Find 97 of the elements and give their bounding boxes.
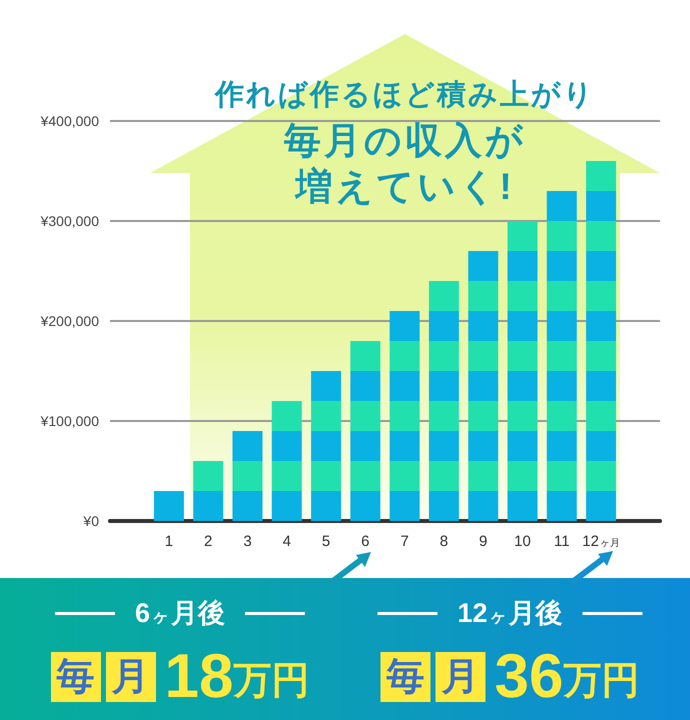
bar <box>508 431 538 461</box>
bar <box>154 491 184 521</box>
x-tick-label: 5 <box>322 533 330 550</box>
bar <box>546 341 577 371</box>
bar <box>390 461 420 491</box>
bar <box>390 341 420 371</box>
x-tick-label: 8 <box>440 533 448 550</box>
bar <box>586 221 616 251</box>
bar <box>311 371 342 401</box>
bar <box>193 461 224 491</box>
bar <box>546 461 577 491</box>
x-tick-label: 1 <box>164 533 174 550</box>
x-tick-label: 6 <box>361 533 370 550</box>
bar <box>586 311 616 341</box>
bar <box>586 281 616 311</box>
bar <box>468 371 498 401</box>
bar <box>232 491 262 521</box>
bar <box>586 461 616 491</box>
bar <box>508 311 538 341</box>
bar <box>428 431 459 461</box>
bar <box>428 461 459 491</box>
bar <box>311 461 342 491</box>
x-tick-label: 11 <box>554 533 570 550</box>
bar <box>468 281 498 311</box>
bar <box>546 371 577 401</box>
bar <box>468 461 498 491</box>
bar <box>508 341 538 371</box>
bar <box>586 371 616 401</box>
bar <box>586 191 616 221</box>
y-tick-label: ¥0 <box>82 513 100 529</box>
bar <box>390 401 420 431</box>
bar <box>468 251 498 281</box>
bar <box>546 221 577 251</box>
bar <box>586 251 616 281</box>
chart-title: 作れば作るほど積み上がり <box>213 78 596 112</box>
bar <box>586 161 616 191</box>
bar <box>350 431 380 461</box>
x-tick-label: 9 <box>479 533 488 550</box>
bar <box>311 491 342 521</box>
bar <box>390 371 420 401</box>
bar <box>350 341 380 371</box>
bar <box>350 371 380 401</box>
bar <box>311 401 342 431</box>
bar <box>311 431 342 461</box>
bar <box>508 251 538 281</box>
bar <box>468 341 498 371</box>
bar <box>508 371 538 401</box>
y-tick-label: ¥100,000 <box>40 413 100 429</box>
bar <box>546 281 577 311</box>
x-tick-label: 7 <box>400 533 409 550</box>
bar <box>193 491 224 521</box>
bar <box>390 311 420 341</box>
bar <box>508 491 538 521</box>
bar <box>428 311 459 341</box>
bar <box>586 431 616 461</box>
bar <box>350 401 380 431</box>
bar <box>468 311 498 341</box>
bar <box>546 251 577 281</box>
y-tick-label: ¥400,000 <box>40 113 100 129</box>
bar <box>428 401 459 431</box>
bar <box>468 491 498 521</box>
bar <box>232 461 262 491</box>
bar <box>546 401 577 431</box>
x-tick-label: 12ヶ月 <box>582 533 620 550</box>
bar <box>586 341 616 371</box>
bar <box>428 281 459 311</box>
bar <box>546 431 577 461</box>
bar <box>350 461 380 491</box>
x-tick-label: 10 <box>514 533 531 550</box>
bar <box>586 491 616 521</box>
bar <box>586 401 616 431</box>
bar <box>428 341 459 371</box>
bar <box>428 371 459 401</box>
bar <box>390 491 420 521</box>
bar <box>350 491 380 521</box>
bar <box>546 491 577 521</box>
bar <box>468 401 498 431</box>
bar <box>272 461 302 491</box>
x-tick-label: 2 <box>204 533 212 550</box>
y-tick-label: ¥200,000 <box>40 313 100 329</box>
y-tick-label: ¥300,000 <box>40 213 100 229</box>
bar <box>390 431 420 461</box>
bar <box>232 431 262 461</box>
bar <box>508 281 538 311</box>
text: 毎月の収入が増えていく! <box>283 119 527 209</box>
bar <box>272 431 302 461</box>
bar <box>428 491 459 521</box>
bar <box>508 401 538 431</box>
bar <box>546 311 577 341</box>
bar <box>272 491 302 521</box>
bar <box>508 221 538 251</box>
bar <box>546 191 577 221</box>
bar <box>272 401 302 431</box>
bar <box>468 431 498 461</box>
x-tick-label: 3 <box>243 533 252 550</box>
bar <box>508 461 538 491</box>
x-tick-label: 4 <box>282 533 291 550</box>
